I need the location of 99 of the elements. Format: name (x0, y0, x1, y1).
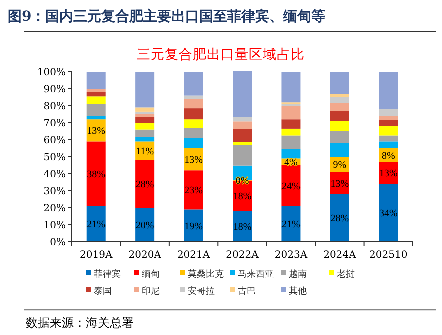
bar (330, 98, 350, 104)
bar (136, 137, 155, 142)
data-label: 13% (379, 168, 398, 180)
bar (136, 72, 155, 108)
data-label: 19% (184, 221, 203, 232)
y-tick-label: 60% (44, 136, 66, 146)
bar (184, 138, 204, 148)
data-label: 28% (330, 214, 350, 225)
bar (330, 143, 350, 157)
bar (86, 104, 106, 116)
legend-label: 泰国 (94, 286, 112, 297)
x-tick-label: 2024A (324, 250, 358, 261)
bar (136, 112, 155, 114)
bar (233, 142, 252, 146)
bar (330, 72, 350, 94)
data-label: 13% (184, 155, 203, 166)
bar (282, 106, 301, 120)
data-label: 24% (282, 181, 300, 192)
bar (136, 108, 155, 112)
bar (184, 108, 204, 120)
data-label: 23% (184, 186, 203, 197)
y-tick-label: 20% (44, 204, 66, 214)
bar (136, 130, 155, 138)
x-tick-label: 2022A (226, 250, 260, 261)
bar (330, 103, 350, 112)
bar (379, 116, 398, 120)
legend-label: 古巴 (238, 286, 256, 297)
y-tick-label: 90% (44, 84, 66, 96)
bar (330, 121, 350, 132)
bar (282, 120, 301, 129)
legend-label: 越南 (289, 269, 307, 280)
x-tick-label: 2021A (177, 250, 211, 261)
x-tick-label: 2019A (80, 250, 114, 261)
bar (233, 71, 252, 118)
bar (282, 72, 301, 103)
bar (330, 94, 350, 98)
bar (86, 72, 106, 89)
bar (184, 120, 204, 128)
data-label: 21% (87, 220, 106, 231)
y-tick-label: 50% (44, 152, 66, 164)
bar (184, 99, 204, 109)
bar (379, 109, 398, 116)
data-label: 34% (379, 208, 398, 220)
x-tick-label: 202510 (370, 250, 408, 261)
legend-label: 老挝 (337, 269, 355, 280)
data-label: 11% (136, 146, 154, 158)
bar (136, 114, 155, 118)
y-tick-label: 30% (44, 186, 66, 198)
data-label: 28% (136, 180, 154, 191)
bar (233, 117, 252, 122)
legend-label: 菲律宾 (94, 269, 121, 280)
bar (330, 111, 350, 122)
bar (282, 149, 301, 159)
y-tick-label: 10% (44, 220, 66, 232)
bar (379, 120, 398, 126)
data-label: 9% (333, 160, 347, 172)
bar (233, 129, 252, 142)
legend-label: 马来西亚 (238, 269, 274, 280)
bar (184, 72, 204, 96)
bar (233, 145, 252, 166)
legend-label: 印尼 (142, 286, 160, 297)
bar (379, 126, 398, 136)
data-label: 21% (282, 220, 300, 231)
bar (136, 123, 155, 130)
bar (86, 92, 106, 97)
bar (379, 136, 398, 142)
chart-title: 图9：国内三元复合肥主要出口国至菲律宾、缅甸等 (8, 8, 326, 25)
legend-label: 莫桑比克 (188, 269, 224, 280)
bar (330, 132, 350, 144)
bar (86, 142, 106, 206)
y-tick-label: 0% (50, 238, 66, 248)
bar (233, 122, 252, 130)
bar (184, 128, 204, 138)
data-label: 18% (233, 222, 252, 234)
bar (86, 116, 106, 120)
legend-label: 缅甸 (142, 269, 160, 280)
bar (379, 72, 398, 110)
y-tick-label: 40% (44, 170, 66, 180)
data-label: 18% (233, 192, 252, 203)
x-tick-label: 2023A (274, 250, 308, 261)
data-label: 13% (87, 126, 106, 138)
y-tick-label: 80% (44, 102, 66, 112)
bar (86, 96, 106, 104)
data-label: 20% (136, 220, 154, 232)
bar (282, 128, 301, 136)
data-label: 8% (382, 150, 396, 162)
data-label: 38% (87, 170, 106, 180)
y-tick-label: 100% (37, 68, 66, 78)
bar (136, 117, 155, 123)
bar (86, 89, 106, 92)
x-tick-label: 2020A (128, 250, 162, 261)
data-label: 13% (330, 178, 350, 190)
chart-subtitle: 三元复合肥出口量区域占比 (137, 47, 305, 63)
legend-label: 其他 (289, 286, 307, 297)
legend-label: 安哥拉 (188, 286, 215, 297)
y-tick-label: 70% (44, 118, 66, 130)
source-note: 数据来源：海关总署 (26, 316, 134, 330)
bar (379, 142, 398, 148)
bar (282, 136, 301, 150)
